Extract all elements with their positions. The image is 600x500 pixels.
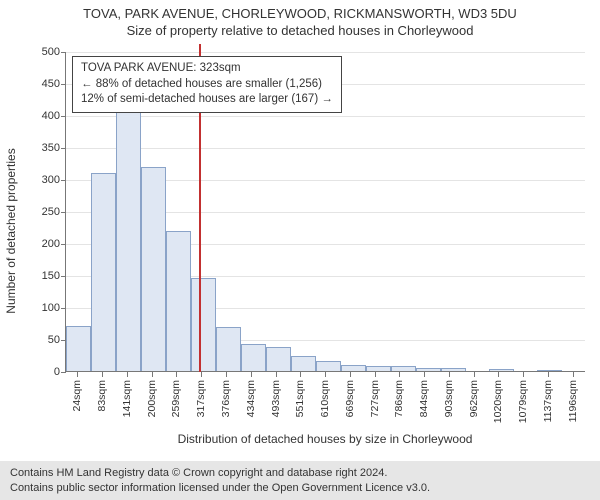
- x-tick-label: 141sqm: [121, 380, 133, 417]
- bar: [141, 167, 166, 371]
- x-tick: 259sqm: [164, 372, 189, 430]
- x-tick-label: 551sqm: [294, 380, 306, 417]
- x-tick-label: 727sqm: [369, 380, 381, 417]
- x-tick-label: 669sqm: [344, 380, 356, 417]
- bar: [441, 368, 466, 371]
- bar: [489, 369, 514, 371]
- x-tick-label: 844sqm: [418, 380, 430, 417]
- callout-line-1: TOVA PARK AVENUE: 323sqm: [81, 61, 333, 77]
- footer: Contains HM Land Registry data © Crown c…: [0, 461, 600, 500]
- x-tick: 83sqm: [90, 372, 115, 430]
- x-tick-label: 1020sqm: [492, 380, 504, 423]
- x-axis-label: Distribution of detached houses by size …: [65, 432, 585, 446]
- footer-line-2: Contains public sector information licen…: [10, 481, 590, 495]
- title-main: TOVA, PARK AVENUE, CHORLEYWOOD, RICKMANS…: [0, 6, 600, 21]
- x-tick: 786sqm: [387, 372, 412, 430]
- callout-line-3: 12% of semi-detached houses are larger (…: [81, 92, 333, 108]
- bar: [166, 231, 191, 371]
- callout-box: TOVA PARK AVENUE: 323sqm ← 88% of detach…: [72, 56, 342, 113]
- x-tick-label: 1079sqm: [517, 380, 529, 423]
- chart: Number of detached properties TOVA PARK …: [0, 44, 600, 450]
- x-tick-label: 610sqm: [319, 380, 331, 417]
- bar: [316, 361, 341, 371]
- bar: [116, 112, 141, 371]
- x-tick: 551sqm: [288, 372, 313, 430]
- x-tick: 610sqm: [313, 372, 338, 430]
- x-tick-label: 493sqm: [270, 380, 282, 417]
- x-tick-label: 1137sqm: [542, 380, 554, 422]
- x-tick-label: 903sqm: [443, 380, 455, 417]
- x-tick-label: 24sqm: [71, 380, 83, 412]
- x-tick-label: 786sqm: [393, 380, 405, 417]
- x-tick: 1020sqm: [486, 372, 511, 430]
- bar: [416, 368, 441, 371]
- x-tick: 727sqm: [362, 372, 387, 430]
- x-tick-label: 1196sqm: [567, 380, 579, 422]
- x-tick-label: 962sqm: [468, 380, 480, 417]
- x-tick: 1079sqm: [511, 372, 536, 430]
- x-tick: 1196sqm: [560, 372, 585, 430]
- x-tick-label: 317sqm: [195, 380, 207, 417]
- title-sub: Size of property relative to detached ho…: [0, 23, 600, 38]
- x-tick-label: 83sqm: [96, 380, 108, 412]
- x-tick: 903sqm: [436, 372, 461, 430]
- chart-titles: TOVA, PARK AVENUE, CHORLEYWOOD, RICKMANS…: [0, 0, 600, 38]
- x-tick-label: 200sqm: [146, 380, 158, 417]
- x-tick: 317sqm: [189, 372, 214, 430]
- x-tick-label: 434sqm: [245, 380, 257, 417]
- bar: [341, 365, 366, 371]
- x-tick-label: 259sqm: [170, 380, 182, 417]
- x-tick: 24sqm: [65, 372, 90, 430]
- y-axis-label: Number of detached properties: [4, 28, 18, 434]
- x-tick: 493sqm: [263, 372, 288, 430]
- bar: [241, 344, 266, 371]
- bar: [66, 326, 91, 371]
- bar: [91, 173, 116, 371]
- x-tick-label: 376sqm: [220, 380, 232, 417]
- bar: [537, 370, 562, 371]
- plot-area: TOVA PARK AVENUE: 323sqm ← 88% of detach…: [65, 52, 585, 372]
- bar: [216, 327, 241, 371]
- x-tick: 669sqm: [337, 372, 362, 430]
- bar: [291, 356, 316, 371]
- x-tick: 434sqm: [238, 372, 263, 430]
- x-ticks: 24sqm 83sqm 141sqm 200sqm 259sqm 317sqm 376sqm…: [65, 372, 585, 430]
- x-tick: 962sqm: [461, 372, 486, 430]
- callout-line-2: ← 88% of detached houses are smaller (1,…: [81, 77, 333, 93]
- x-tick: 141sqm: [115, 372, 140, 430]
- footer-line-1: Contains HM Land Registry data © Crown c…: [10, 466, 590, 480]
- bar: [191, 278, 216, 371]
- x-tick: 844sqm: [412, 372, 437, 430]
- x-tick: 376sqm: [214, 372, 239, 430]
- bar: [366, 366, 391, 371]
- bar: [266, 347, 291, 371]
- bar: [391, 366, 416, 371]
- x-tick: 1137sqm: [536, 372, 561, 430]
- x-tick: 200sqm: [139, 372, 164, 430]
